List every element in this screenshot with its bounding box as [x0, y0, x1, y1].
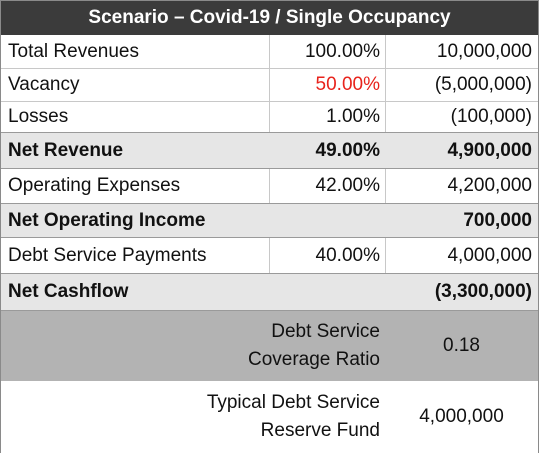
amount-net-revenue: 4,900,000: [447, 139, 532, 161]
pct-net-revenue: 49.00%: [315, 139, 380, 161]
label-net-revenue: Net Revenue: [8, 139, 124, 161]
label-operating-expenses: Operating Expenses: [8, 175, 181, 196]
pct-net-cashflow: [269, 274, 385, 310]
label-losses: Losses: [8, 106, 69, 127]
row-net-revenue: Net Revenue 49.00% 4,900,000: [1, 133, 538, 169]
label-total-revenues: Total Revenues: [8, 40, 139, 62]
amount-debt-service-payments: 4,000,000: [385, 238, 538, 273]
label-net-operating-income: Net Operating Income: [8, 209, 206, 231]
row-net-cashflow: Net Cashflow (3,300,000): [1, 274, 538, 311]
row-vacancy: Vacancy 50.00% (5,000,000): [1, 69, 538, 102]
amount-total-revenues: 10,000,000: [385, 35, 538, 68]
label-coverage-ratio-line2: Coverage Ratio: [247, 349, 380, 370]
label-net-cashflow: Net Cashflow: [8, 281, 129, 302]
label-reserve-fund-line1: Typical Debt Service: [206, 392, 380, 413]
label-coverage-ratio-line1: Debt Service: [271, 321, 380, 342]
pct-net-operating-income: [269, 204, 385, 237]
value-reserve-fund: 4,000,000: [419, 406, 504, 427]
row-reserve-fund: Typical Debt Service Reserve Fund 4,000,…: [1, 381, 538, 453]
label-coverage-ratio: Debt Service Coverage Ratio: [1, 311, 385, 381]
label-reserve-fund: Typical Debt Service Reserve Fund: [1, 381, 385, 453]
label-debt-service-payments: Debt Service Payments: [8, 244, 207, 266]
pct-operating-expenses: 42.00%: [269, 169, 385, 203]
amount-operating-expenses: 4,200,000: [385, 169, 538, 203]
row-operating-expenses: Operating Expenses 42.00% 4,200,000: [1, 169, 538, 204]
row-losses: Losses 1.00% (100,000): [1, 102, 538, 133]
table-title: Scenario – Covid-19 / Single Occupancy: [1, 1, 538, 35]
row-debt-service-payments: Debt Service Payments 40.00% 4,000,000: [1, 238, 538, 274]
pct-total-revenues: 100.00%: [269, 35, 385, 68]
row-coverage-ratio: Debt Service Coverage Ratio 0.18: [1, 311, 538, 381]
pct-debt-service-payments: 40.00%: [269, 238, 385, 273]
label-vacancy: Vacancy: [8, 74, 80, 95]
value-coverage-ratio: 0.18: [443, 335, 480, 356]
row-total-revenues: Total Revenues 100.00% 10,000,000: [1, 35, 538, 69]
pct-vacancy: 50.00%: [269, 69, 385, 101]
amount-net-cashflow: (3,300,000): [434, 281, 532, 302]
label-reserve-fund-line2: Reserve Fund: [260, 420, 380, 441]
pct-losses: 1.00%: [269, 102, 385, 132]
amount-net-operating-income: 700,000: [463, 209, 532, 231]
amount-losses: (100,000): [385, 102, 538, 132]
amount-vacancy: (5,000,000): [385, 69, 538, 101]
row-net-operating-income: Net Operating Income 700,000: [1, 204, 538, 238]
